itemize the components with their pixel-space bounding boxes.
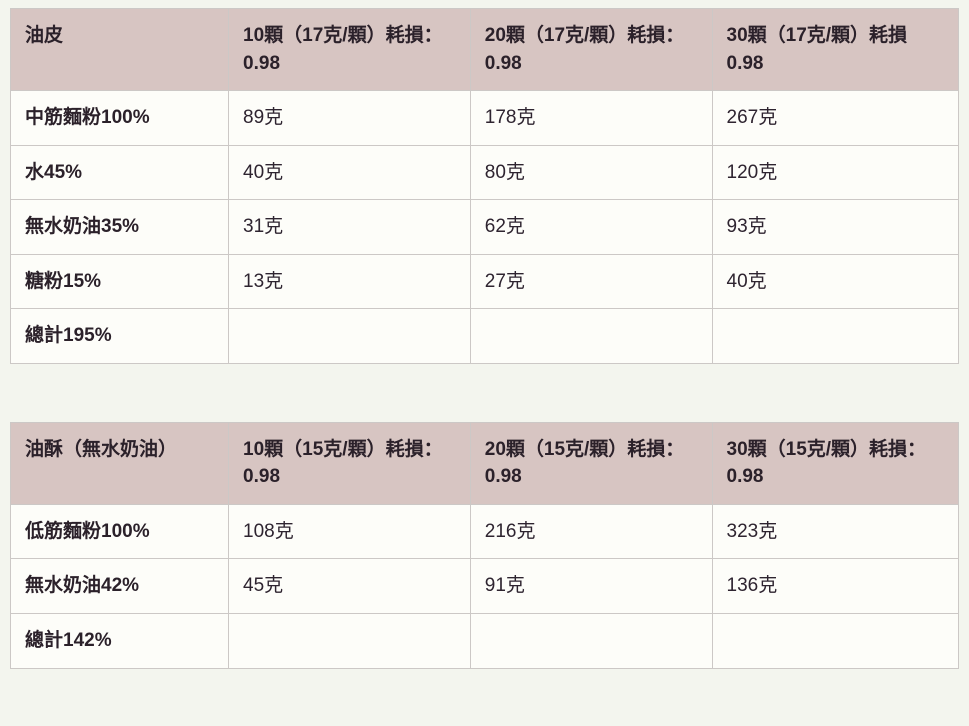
cell: 62克	[470, 200, 712, 255]
table-header-row: 油酥（無水奶油） 10顆（15克/顆）耗損：0.98 20顆（15克/顆）耗損：…	[11, 422, 959, 504]
cell: 120克	[712, 145, 959, 200]
row-label: 中筋麵粉100%	[11, 91, 229, 146]
col-header: 10顆（15克/顆）耗損：0.98	[229, 422, 471, 504]
col-header: 20顆（15克/顆）耗損：0.98	[470, 422, 712, 504]
cell: 80克	[470, 145, 712, 200]
cell: 216克	[470, 504, 712, 559]
table-row: 糖粉15% 13克 27克 40克	[11, 254, 959, 309]
table-row: 水45% 40克 80克 120克	[11, 145, 959, 200]
cell	[229, 614, 471, 669]
col-header: 30顆（17克/顆）耗損0.98	[712, 9, 959, 91]
cell: 45克	[229, 559, 471, 614]
cell: 267克	[712, 91, 959, 146]
cell: 91克	[470, 559, 712, 614]
cell	[470, 309, 712, 364]
cell: 108克	[229, 504, 471, 559]
table-row: 總計195%	[11, 309, 959, 364]
cell: 89克	[229, 91, 471, 146]
table-row: 低筋麵粉100% 108克 216克 323克	[11, 504, 959, 559]
col-header: 30顆（15克/顆）耗損：0.98	[712, 422, 959, 504]
cell: 13克	[229, 254, 471, 309]
cell: 27克	[470, 254, 712, 309]
cell: 323克	[712, 504, 959, 559]
cell: 93克	[712, 200, 959, 255]
col-header: 10顆（17克/顆）耗損：0.98	[229, 9, 471, 91]
cell: 136克	[712, 559, 959, 614]
cell	[712, 309, 959, 364]
col-header: 油皮	[11, 9, 229, 91]
table-row: 中筋麵粉100% 89克 178克 267克	[11, 91, 959, 146]
table-row: 總計142%	[11, 614, 959, 669]
table-header-row: 油皮 10顆（17克/顆）耗損：0.98 20顆（17克/顆）耗損：0.98 3…	[11, 9, 959, 91]
row-label: 低筋麵粉100%	[11, 504, 229, 559]
cell: 40克	[712, 254, 959, 309]
cell	[229, 309, 471, 364]
row-label: 總計142%	[11, 614, 229, 669]
cell	[712, 614, 959, 669]
cell: 40克	[229, 145, 471, 200]
row-label: 無水奶油42%	[11, 559, 229, 614]
table-row: 無水奶油42% 45克 91克 136克	[11, 559, 959, 614]
col-header: 20顆（17克/顆）耗損：0.98	[470, 9, 712, 91]
row-label: 糖粉15%	[11, 254, 229, 309]
cell: 178克	[470, 91, 712, 146]
cell	[470, 614, 712, 669]
row-label: 無水奶油35%	[11, 200, 229, 255]
table-oil-skin: 油皮 10顆（17克/顆）耗損：0.98 20顆（17克/顆）耗損：0.98 3…	[10, 8, 959, 364]
col-header: 油酥（無水奶油）	[11, 422, 229, 504]
table-row: 無水奶油35% 31克 62克 93克	[11, 200, 959, 255]
cell: 31克	[229, 200, 471, 255]
row-label: 總計195%	[11, 309, 229, 364]
table-oil-crisp: 油酥（無水奶油） 10顆（15克/顆）耗損：0.98 20顆（15克/顆）耗損：…	[10, 422, 959, 669]
row-label: 水45%	[11, 145, 229, 200]
